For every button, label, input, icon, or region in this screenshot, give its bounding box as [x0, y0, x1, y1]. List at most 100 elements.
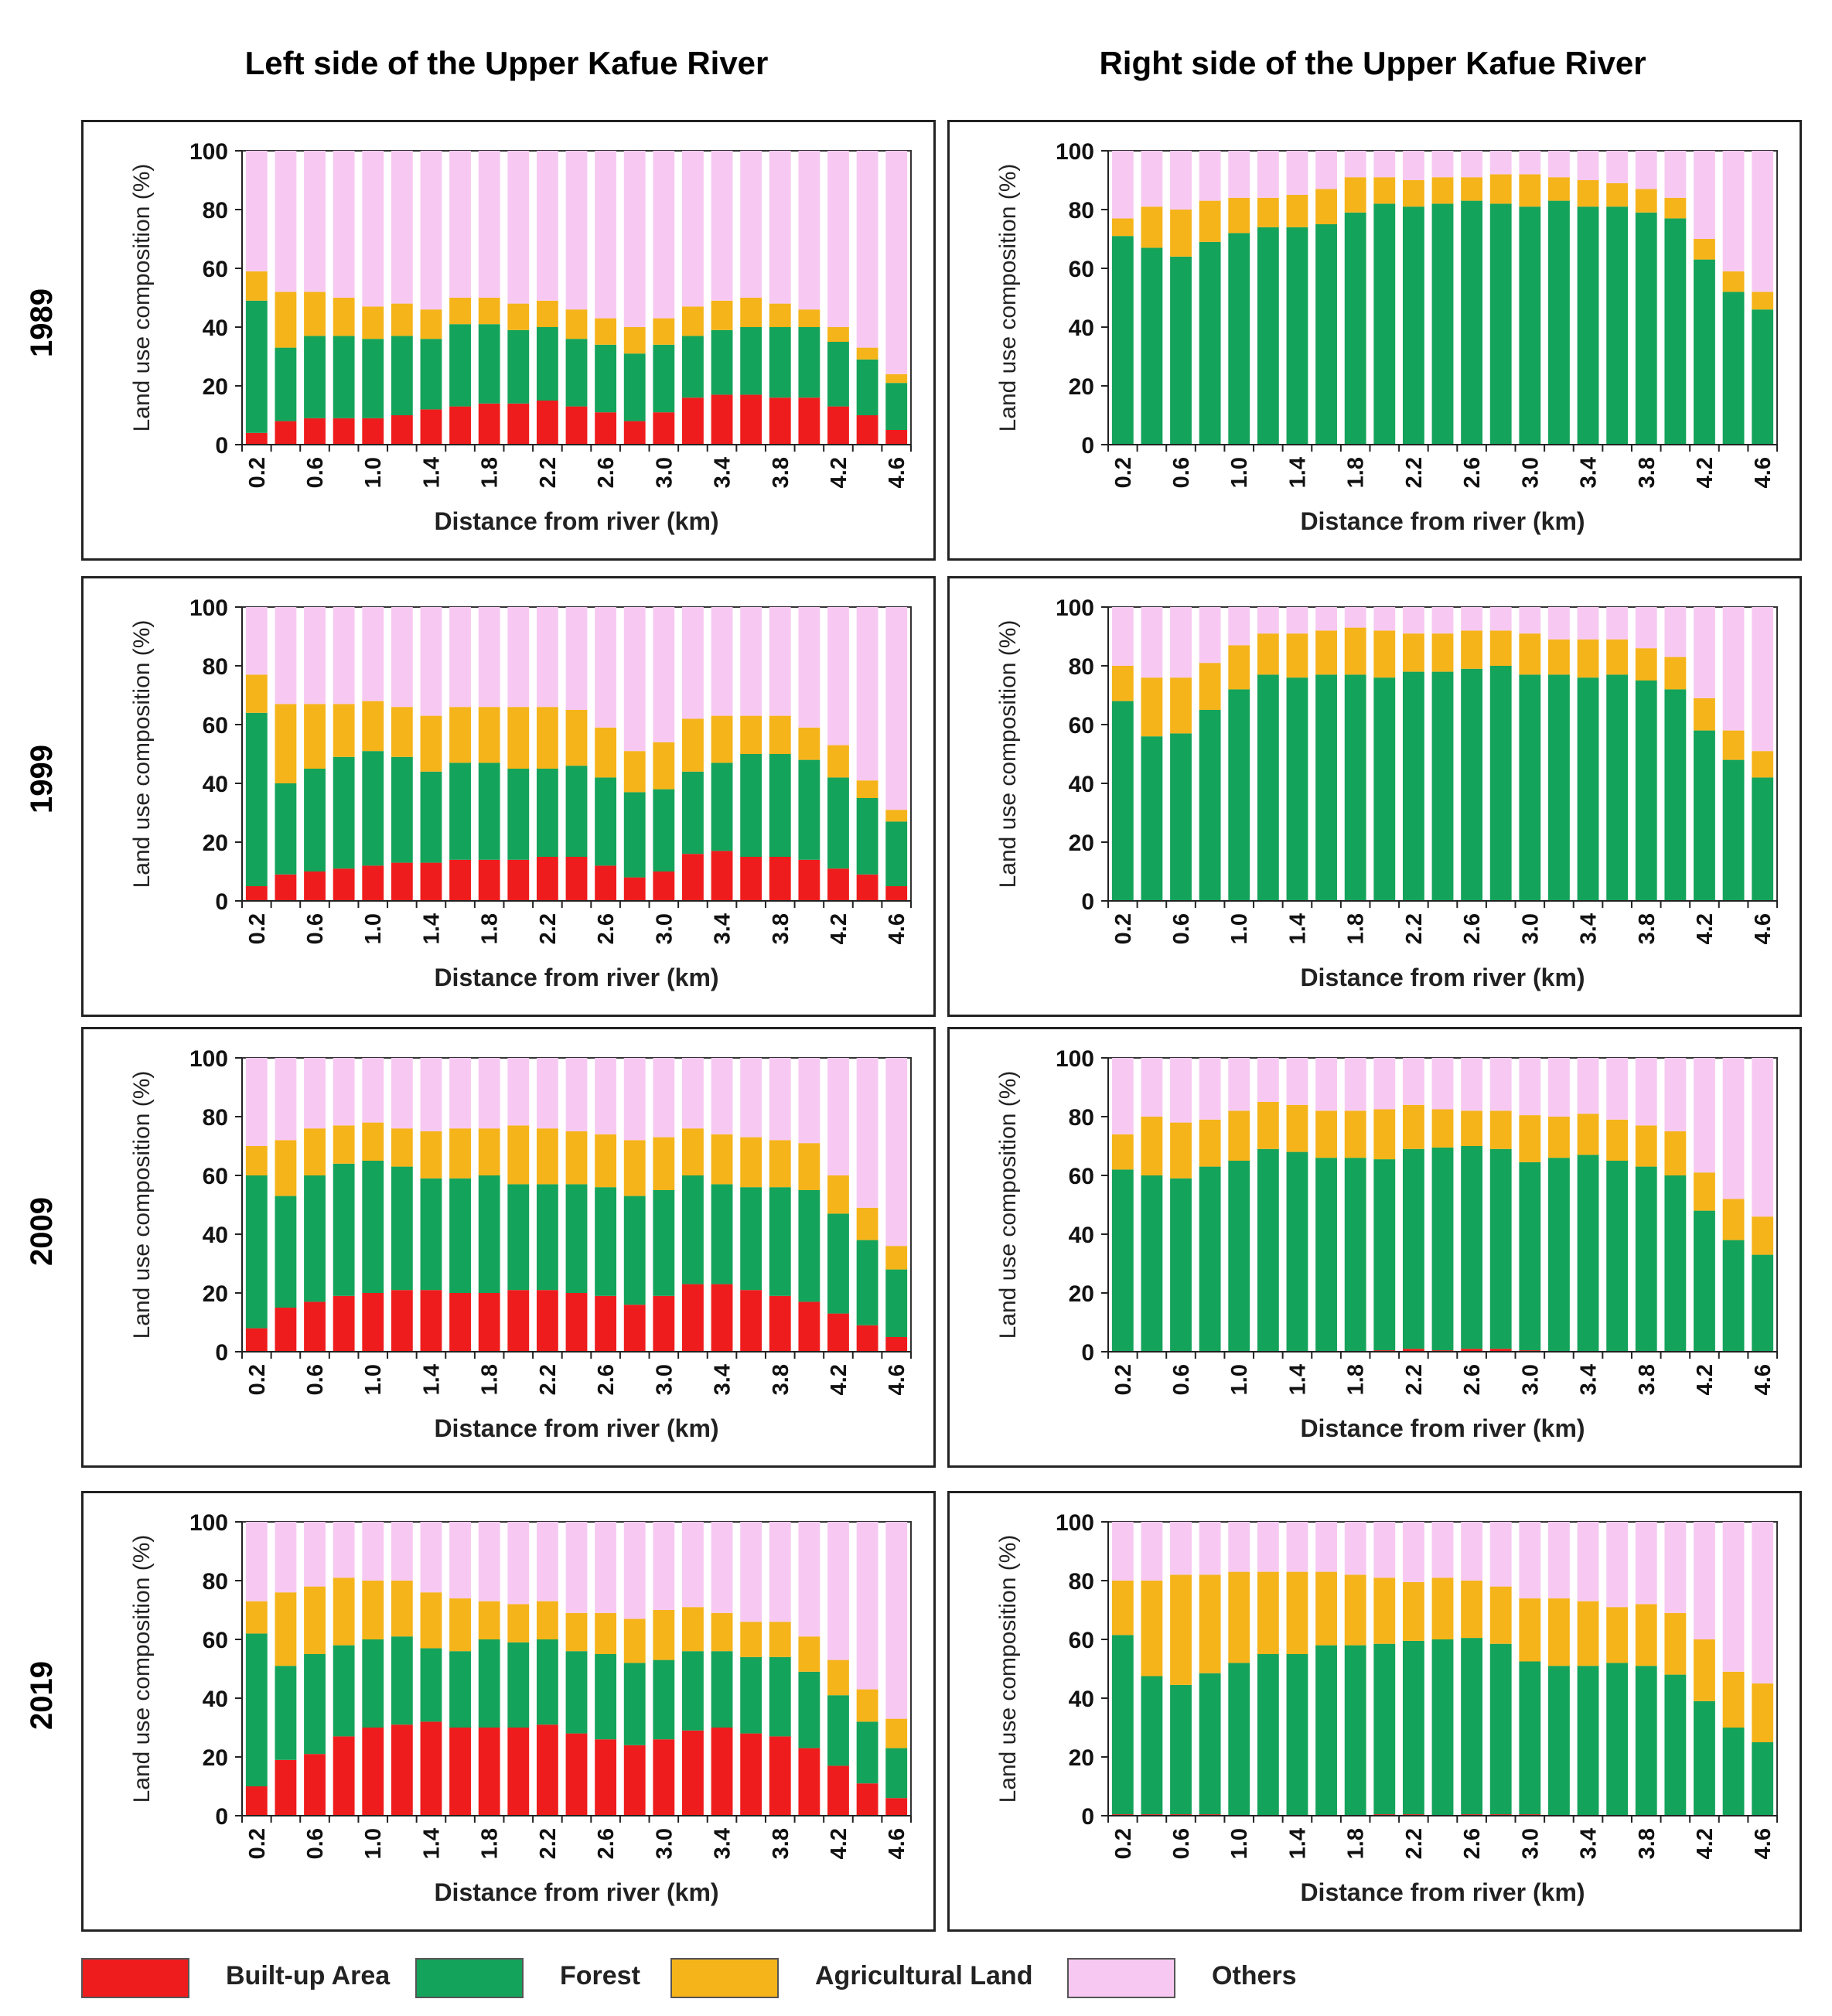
x-tick-label: 4.6: [1751, 1364, 1776, 1395]
x-tick-label: 0.2: [245, 1828, 270, 1859]
bar-segment: [1606, 1607, 1629, 1663]
bar-segment: [827, 1213, 849, 1314]
y-tick-label: 80: [1069, 654, 1094, 680]
bar-segment: [769, 327, 791, 398]
bar-segment: [1606, 607, 1629, 640]
bar-segment: [304, 1175, 326, 1302]
bar-segment: [1344, 177, 1366, 213]
bar-segment: [682, 1128, 704, 1175]
x-tick-label: 1.4: [419, 1364, 444, 1395]
bar-segment: [478, 324, 500, 404]
bar-segment: [856, 1058, 878, 1208]
bar-segment: [1141, 736, 1163, 901]
bar-segment: [1315, 1058, 1337, 1111]
x-tick-label: 3.4: [711, 1828, 735, 1859]
bar-segment: [595, 344, 617, 413]
bar-segment: [1722, 1058, 1745, 1199]
bar-segment: [1577, 151, 1599, 180]
bar-segment: [653, 1522, 675, 1610]
y-axis-label: Land use composition (%): [129, 1071, 155, 1339]
bar-segment: [1170, 677, 1192, 734]
bar-segment: [1373, 607, 1396, 631]
y-tick-label: 20: [203, 1745, 228, 1771]
bar-segment: [798, 727, 820, 760]
bar-segment: [1752, 607, 1774, 752]
bar-segment: [304, 418, 326, 445]
x-tick-label: 4.6: [885, 1828, 909, 1859]
x-tick-label: 1.8: [1344, 457, 1369, 488]
bar-segment: [478, 151, 500, 298]
x-tick-label: 3.8: [1635, 457, 1660, 488]
bar-segment: [536, 1601, 558, 1639]
bar-segment: [1694, 730, 1715, 901]
bar-segment: [1722, 607, 1745, 731]
bar-segment: [885, 151, 908, 374]
bar-segment: [740, 1733, 762, 1816]
bar-segment: [304, 607, 326, 704]
bar-segment: [856, 1325, 878, 1352]
x-tick-label: 0.2: [245, 913, 270, 944]
bar-segment: [391, 1166, 413, 1291]
x-tick-label: 4.2: [1693, 1828, 1718, 1859]
bar-segment: [507, 707, 530, 769]
bar-segment: [827, 327, 849, 342]
bar-segment: [827, 406, 849, 445]
bar-segment: [1111, 607, 1134, 666]
y-tick-label: 100: [1056, 139, 1094, 165]
bar-segment: [798, 759, 820, 860]
bar-segment: [653, 872, 675, 901]
y-tick-label: 0: [215, 889, 228, 915]
bar-segment: [391, 415, 413, 445]
bar-segment: [1315, 151, 1337, 189]
bar-segment: [1170, 1122, 1192, 1179]
x-axis-label: Distance from river (km): [1300, 507, 1585, 535]
bar-segment: [1170, 1058, 1192, 1123]
y-tick-label: 100: [189, 139, 228, 165]
bar-segment: [827, 342, 849, 407]
bar-segment: [536, 401, 558, 445]
bar-segment: [595, 777, 617, 866]
bar-segment: [507, 607, 530, 708]
bar-segment: [595, 1654, 617, 1740]
bar-segment: [1489, 630, 1512, 666]
bar-segment: [1141, 1676, 1163, 1815]
bar-segment: [565, 406, 588, 445]
bar-segment: [420, 409, 442, 445]
bar-segment: [711, 394, 733, 445]
bar-segment: [856, 607, 878, 781]
bar-segment: [1606, 206, 1629, 445]
bar-segment: [1664, 607, 1687, 657]
bar-segment: [1461, 1110, 1483, 1146]
bar-segment: [333, 151, 355, 298]
y-axis-label: Land use composition (%): [995, 620, 1021, 889]
bar-segment: [711, 1612, 733, 1652]
y-axis-label: Land use composition (%): [129, 1535, 155, 1803]
bar-segment: [595, 727, 617, 778]
bar-segment: [1170, 1574, 1192, 1685]
bar-segment: [1664, 1175, 1687, 1352]
bar-segment: [245, 886, 268, 901]
bar-segment: [1315, 1522, 1337, 1572]
x-tick-label: 1.0: [361, 1828, 386, 1859]
bar-segment: [304, 1654, 326, 1755]
bar-segment: [1519, 206, 1541, 445]
bar-segment: [769, 857, 791, 901]
bar-segment: [1170, 1684, 1192, 1815]
bar-segment: [1199, 1673, 1221, 1815]
bar-segment: [536, 151, 558, 301]
bar-segment: [856, 415, 878, 445]
bar-segment: [1606, 1119, 1629, 1161]
bar-segment: [1315, 1158, 1337, 1352]
bar-segment: [1548, 1058, 1570, 1117]
bar-segment: [740, 327, 762, 395]
legend-swatch-forest: [415, 1958, 524, 1998]
bar-segment: [1519, 607, 1541, 634]
bar-segment: [740, 1187, 762, 1291]
bar-segment: [1664, 218, 1687, 445]
bar-segment: [653, 1190, 675, 1296]
y-tick-label: 100: [1056, 1510, 1094, 1536]
bar-segment: [1402, 206, 1424, 445]
bar-segment: [304, 1586, 326, 1654]
x-tick-label: 2.2: [1402, 913, 1427, 944]
chart-left-1989: 0 20 40 60 80 100 0.2 0.6 1.0 1.4 1.8 2.2 2.6 3.0 3.4 3…: [81, 120, 936, 561]
